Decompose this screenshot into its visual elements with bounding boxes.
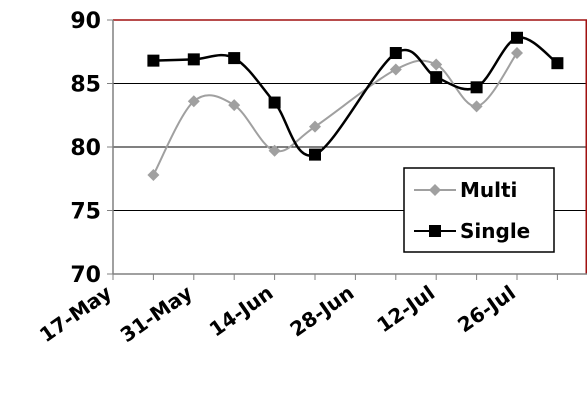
data-point-single <box>551 57 564 70</box>
data-point-multi <box>147 168 160 181</box>
y-tick-label: 90 <box>70 9 101 34</box>
x-tick-label: 26-Jul <box>453 280 520 337</box>
data-point-multi <box>228 99 241 112</box>
data-point-multi <box>511 47 523 60</box>
data-point-multi <box>309 120 321 133</box>
data-point-multi <box>430 58 443 71</box>
data-point-single <box>228 52 241 65</box>
y-tick-label: 75 <box>70 200 101 225</box>
y-tick-label: 85 <box>70 73 101 98</box>
legend-multi-label: Multi <box>460 178 517 202</box>
data-point-single <box>187 53 200 66</box>
legend-box <box>403 167 555 253</box>
y-tick-label: 70 <box>70 263 101 288</box>
legend-single-label: Single <box>460 219 530 243</box>
series-lines <box>152 36 559 176</box>
x-tick-label: 14-Jun <box>205 280 278 341</box>
y-axis: 70 75 80 85 90 <box>70 9 113 288</box>
y-tick-label: 80 <box>70 136 101 161</box>
data-point-multi <box>470 100 483 113</box>
data-point-multi <box>268 144 281 157</box>
legend-multi-marker <box>429 184 441 196</box>
series-markers <box>147 31 564 181</box>
series-line-multi <box>152 52 518 176</box>
data-point-multi <box>187 95 200 108</box>
data-point-single <box>309 148 321 161</box>
x-axis: 17-May 31-May 14-Jun 28-Jun 12-Jul 26-Jul <box>35 274 558 347</box>
x-tick-label: 17-May <box>35 280 116 347</box>
data-point-multi <box>389 63 402 76</box>
data-point-single <box>511 31 523 44</box>
data-point-single <box>470 81 483 94</box>
x-tick-label: 28-Jun <box>285 280 358 341</box>
series-line-single <box>153 36 559 157</box>
data-point-single <box>268 96 281 109</box>
x-tick-label: 12-Jul <box>372 280 439 337</box>
legend-single-marker <box>429 225 441 237</box>
data-point-single <box>430 71 443 84</box>
x-tick-label: 31-May <box>116 280 197 347</box>
legend: Multi Single <box>403 167 555 253</box>
data-point-single <box>389 47 402 60</box>
data-point-single <box>147 54 160 67</box>
